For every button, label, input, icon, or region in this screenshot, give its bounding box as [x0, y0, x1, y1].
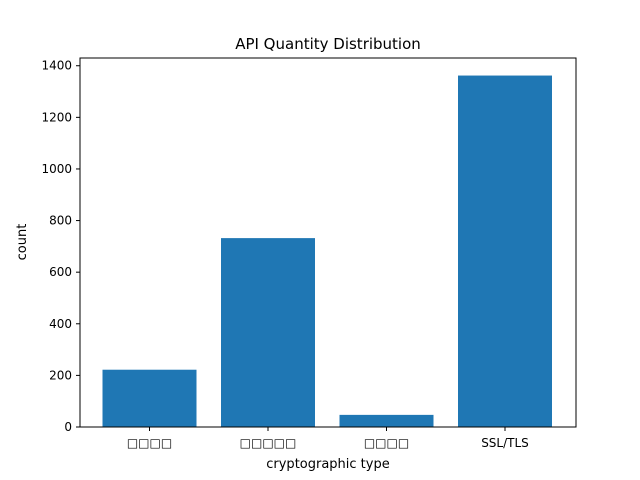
y-axis: 0 200 400 600 800 1000 1200 1400 — [41, 59, 80, 434]
x-tick-label-0: □□□□ — [127, 436, 172, 450]
y-axis-label: count — [15, 224, 30, 261]
y-tick-label-0: 0 — [64, 420, 72, 434]
y-tick-label-6: 1200 — [41, 110, 72, 124]
y-tick-label-7: 1400 — [41, 59, 72, 73]
x-tick-label-1: □□□□□ — [240, 436, 297, 450]
bar-3 — [458, 75, 552, 428]
plot-frame — [79, 57, 577, 428]
y-tick-label-1: 200 — [49, 368, 72, 382]
bar-2 — [339, 414, 434, 427]
x-tick-label-2: □□□□ — [364, 436, 409, 450]
bar-1 — [221, 238, 315, 427]
y-tick-label-2: 400 — [49, 317, 72, 331]
x-tick-label-3: SSL/TLS — [481, 436, 529, 450]
chart-title: API Quantity Distribution — [235, 35, 421, 53]
y-tick-label-3: 600 — [49, 265, 72, 279]
bars-group — [102, 75, 552, 428]
y-tick-label-4: 800 — [49, 214, 72, 228]
x-axis-label: cryptographic type — [266, 457, 389, 472]
y-tick-label-5: 1000 — [41, 162, 72, 176]
x-axis: □□□□ □□□□□ □□□□ SSL/TLS — [127, 427, 529, 450]
bar-0 — [102, 369, 197, 427]
